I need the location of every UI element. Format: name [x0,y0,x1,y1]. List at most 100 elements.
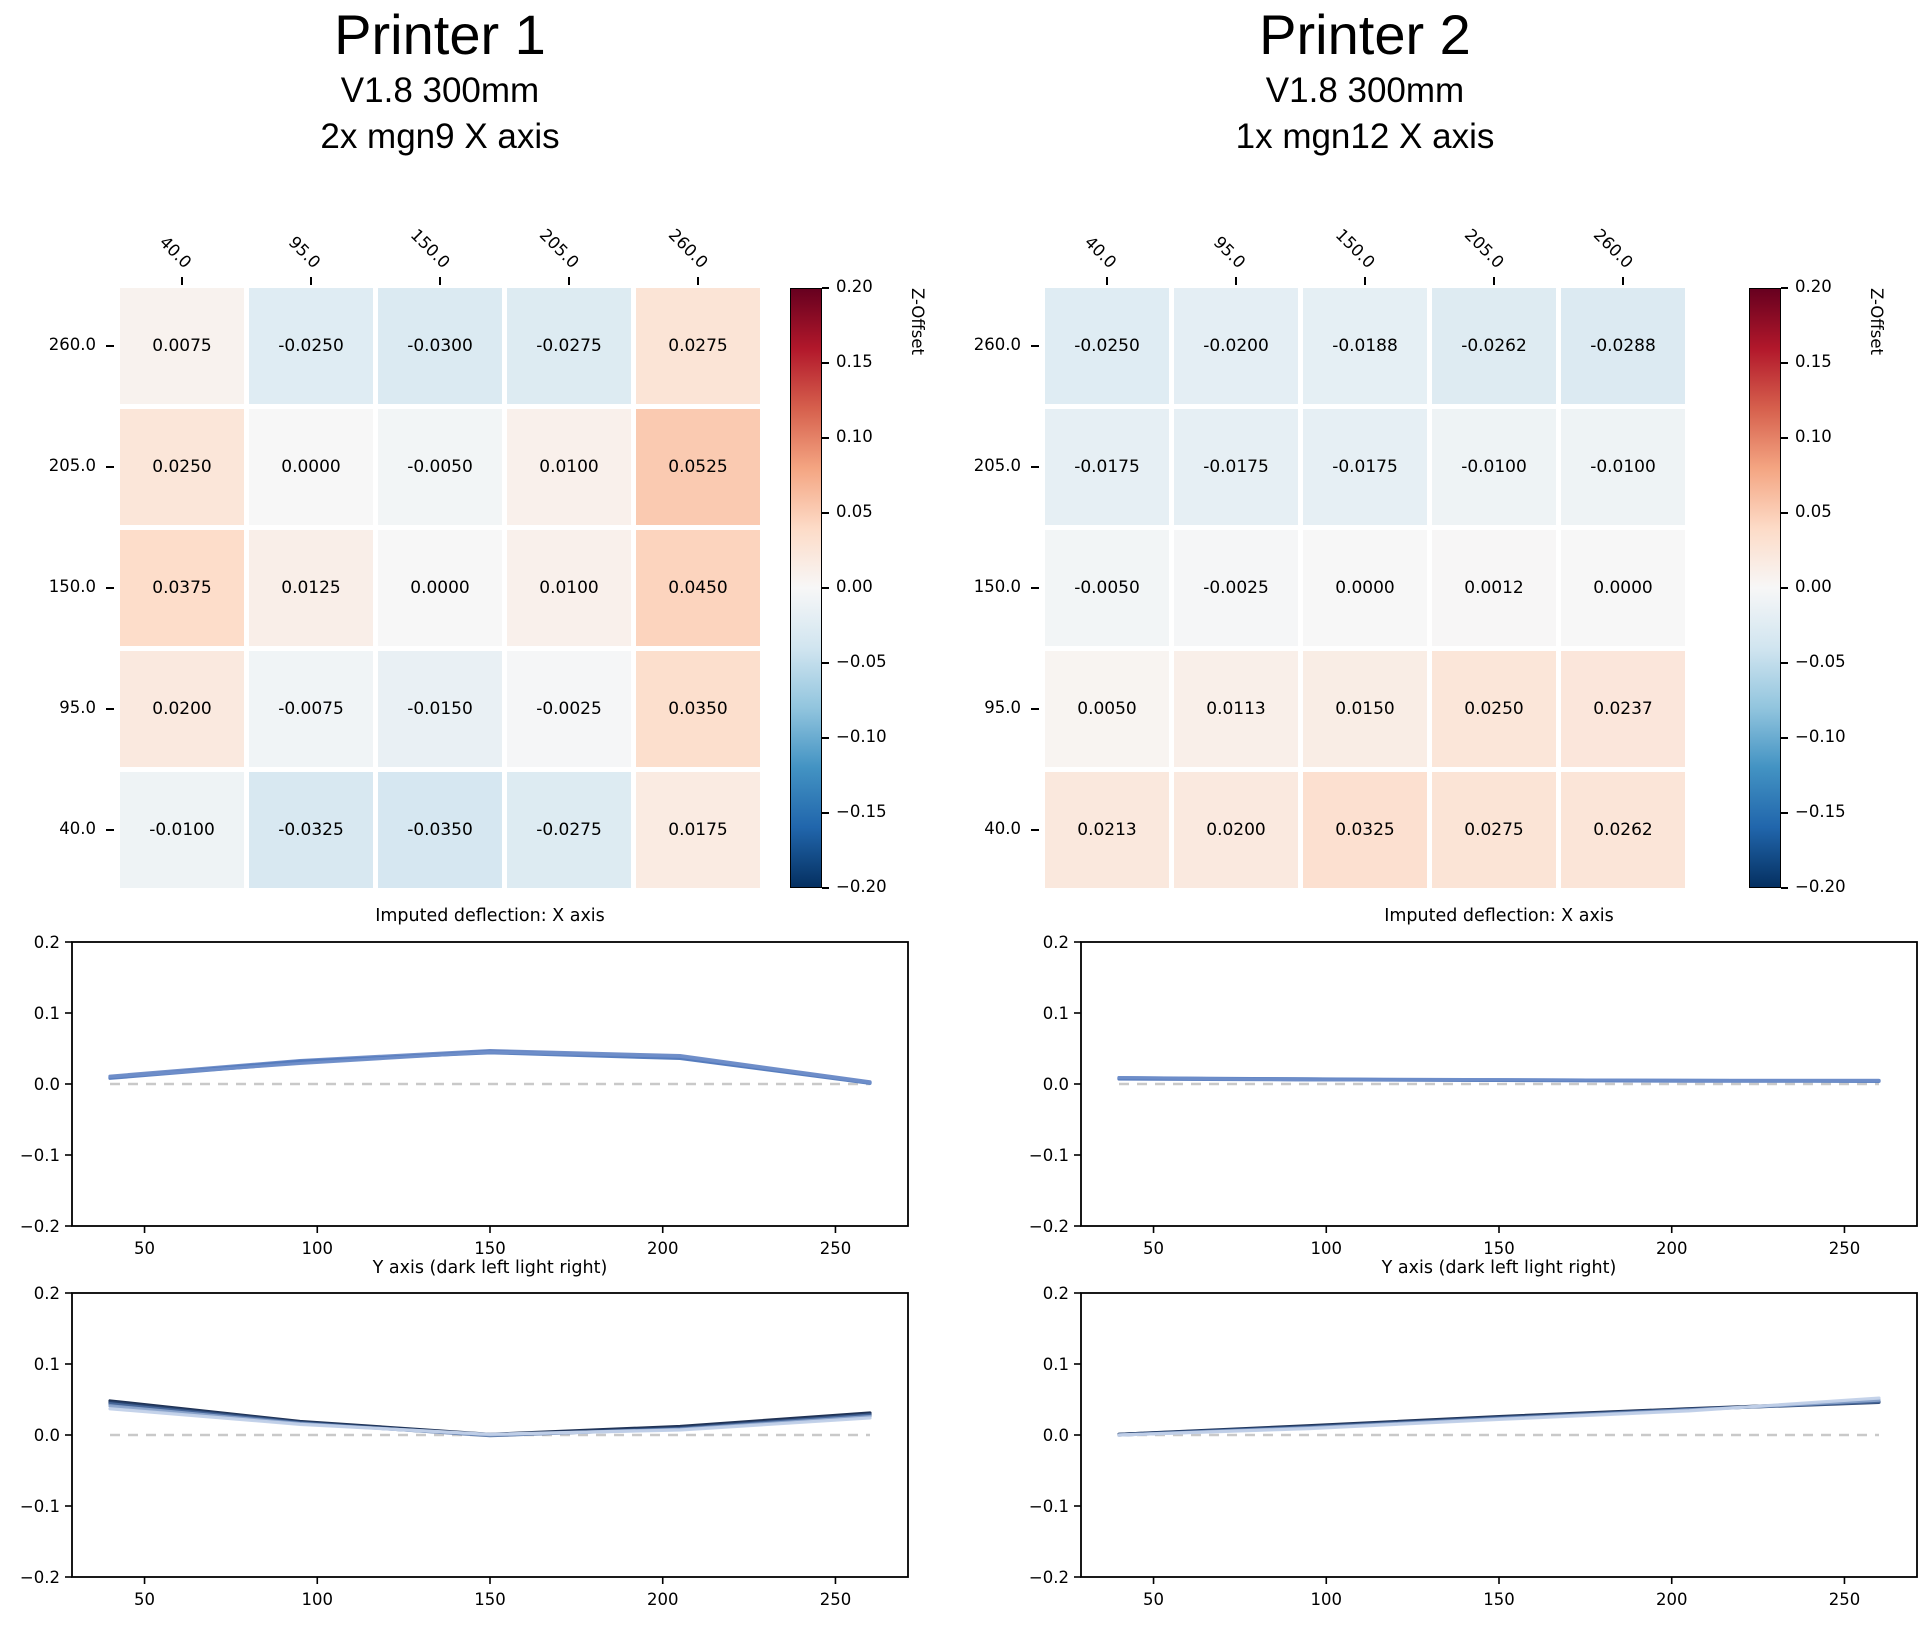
colorbar-tick [1781,437,1788,439]
printer1-y-deflection-chart: 0.2 0.1 0.0 −0.1 −0.2 50 100 150 200 250 [20,1284,909,1609]
heatmap-cell: 0.0000 [1303,530,1427,646]
heatmap-cell: 0.0350 [636,651,760,767]
heatmap-cell: 0.0150 [1303,651,1427,767]
colorbar-tick [1781,287,1788,289]
heatmap-cell: 0.0525 [636,409,760,525]
x-tick-label: 100 [1311,1590,1343,1609]
heatmap-row-label: 205.0 [48,456,96,475]
heatmap-col-label: 260.0 [664,225,712,272]
y-tick-label: 0.1 [1043,1004,1069,1023]
deflection-line-row-40 [1117,1076,1881,1083]
heatmap-col-label: 40.0 [156,232,196,272]
heatmap-cell: -0.0075 [249,651,373,767]
heatmap-cell: -0.0275 [507,288,631,404]
y-tick-label: −0.2 [1029,1568,1069,1587]
heatmap-cell: 0.0000 [249,409,373,525]
printer2-deflection-y-title: Y axis (dark left light right) [1381,1258,1617,1278]
printer1-subtitle-version: V1.8 300mm [340,71,540,111]
heatmap-top-tick [1106,277,1108,285]
printer2-title: Printer 2 [1259,3,1471,66]
heatmap-top-tick [1235,277,1237,285]
deflection-line-col-260 (light/right) [108,1407,872,1436]
printer2-deflection-x-title: Imputed deflection: X axis [1384,906,1614,926]
heatmap-cell: 0.0250 [1432,651,1556,767]
colorbar-tick [822,662,829,664]
heatmap-cell: -0.0100 [1561,409,1685,525]
heatmap-cell: 0.0275 [636,288,760,404]
colorbar-tick-label: 0.00 [1795,577,1832,596]
heatmap-cell: 0.0000 [378,530,502,646]
printer2-subtitle-rail: 1x mgn12 X axis [1235,117,1495,157]
heatmap-left-tick [1031,587,1039,589]
heatmap-col-label: 95.0 [1210,232,1250,272]
heatmap-cell: -0.0325 [249,772,373,888]
y-tick-label: 0.0 [1043,1426,1069,1445]
printer2-x-deflection-chart: 0.2 0.1 0.0 −0.1 −0.2 50 100 150 200 250 [1029,933,1918,1258]
colorbar-tick-label: 0.15 [1795,352,1832,371]
heatmap-left-tick [106,708,114,710]
colorbar-tick [1781,362,1788,364]
heatmap-cell: 0.0000 [1561,530,1685,646]
printer2-header: Printer 2 V1.8 300mm 1x mgn12 X axis [1045,2,1685,160]
heatmap-cell: 0.0100 [507,530,631,646]
colorbar-tick-label: −0.15 [1795,802,1846,821]
y-tick-label: 0.2 [1043,933,1069,952]
heatmap-left-tick [106,587,114,589]
y-tick-label: 0.0 [34,1075,60,1094]
heatmap-left-tick [1031,829,1039,831]
heatmap-cell: 0.0250 [120,409,244,525]
heatmap-cell: 0.0100 [507,409,631,525]
heatmap-col-label: 40.0 [1081,232,1121,272]
x-tick-label: 250 [820,1239,852,1258]
heatmap-cell: 0.0450 [636,530,760,646]
heatmap-cell: -0.0150 [378,651,502,767]
heatmap-col-label: 205.0 [1460,225,1508,272]
heatmap-row-label: 205.0 [973,456,1021,475]
colorbar-tick [1781,737,1788,739]
heatmap-top-tick [568,277,570,285]
x-tick-label: 150 [474,1590,506,1609]
x-tick-label: 150 [1483,1590,1515,1609]
y-tick-label: 0.2 [34,1284,60,1303]
heatmap-top-tick [1364,277,1366,285]
heatmap-cell: 0.0200 [1174,772,1298,888]
colorbar-tick [822,287,829,289]
x-tick-label: 250 [1829,1239,1861,1258]
printer2-subtitle-version: V1.8 300mm [1265,71,1465,111]
colorbar-tick [822,812,829,814]
deflection-line-row-40 [108,1050,872,1085]
heatmap-cell: -0.0100 [1432,409,1556,525]
colorbar-tick-label: 0.00 [836,577,873,596]
colorbar-tick-label: 0.05 [836,502,873,521]
heatmap-cell: -0.0262 [1432,288,1556,404]
x-tick-label: 250 [1829,1590,1861,1609]
heatmap-cell: -0.0100 [120,772,244,888]
heatmap-cell: -0.0050 [378,409,502,525]
heatmap-cell: -0.0350 [378,772,502,888]
x-tick-label: 100 [302,1239,334,1258]
x-tick-label: 200 [1656,1590,1688,1609]
colorbar-tick [822,737,829,739]
y-tick-label: 0.2 [1043,1284,1069,1303]
colorbar-axis-label: Z-Offset [1867,288,1886,355]
heatmap-cell: -0.0250 [1045,288,1169,404]
heatmap-cell: -0.0188 [1303,288,1427,404]
colorbar-tick [1781,587,1788,589]
heatmap-row-label: 40.0 [984,819,1021,838]
heatmap-cell: 0.0175 [636,772,760,888]
heatmap-top-tick [1493,277,1495,285]
heatmap-row-label: 95.0 [984,698,1021,717]
heatmap-cell: 0.0050 [1045,651,1169,767]
heatmap-left-tick [106,345,114,347]
printer1-x-deflection-chart: 0.2 0.1 0.0 −0.1 −0.2 50 100 150 200 250 [20,933,909,1258]
heatmap-printer1: 0.0075 -0.0250 -0.0300 -0.0275 0.0275 0.0250 0… [49,225,760,888]
colorbar-tick-label: −0.05 [836,652,887,671]
x-tick-label: 250 [820,1590,852,1609]
x-tick-label: 150 [1483,1239,1515,1258]
y-tick-label: −0.1 [20,1497,60,1516]
heatmap-left-tick [106,829,114,831]
heatmap-cell: 0.0275 [1432,772,1556,888]
heatmap-printer2: -0.0250 -0.0200 -0.0188 -0.0262 -0.0288 -0.01… [974,225,1685,888]
heatmap-cell: -0.0050 [1045,530,1169,646]
